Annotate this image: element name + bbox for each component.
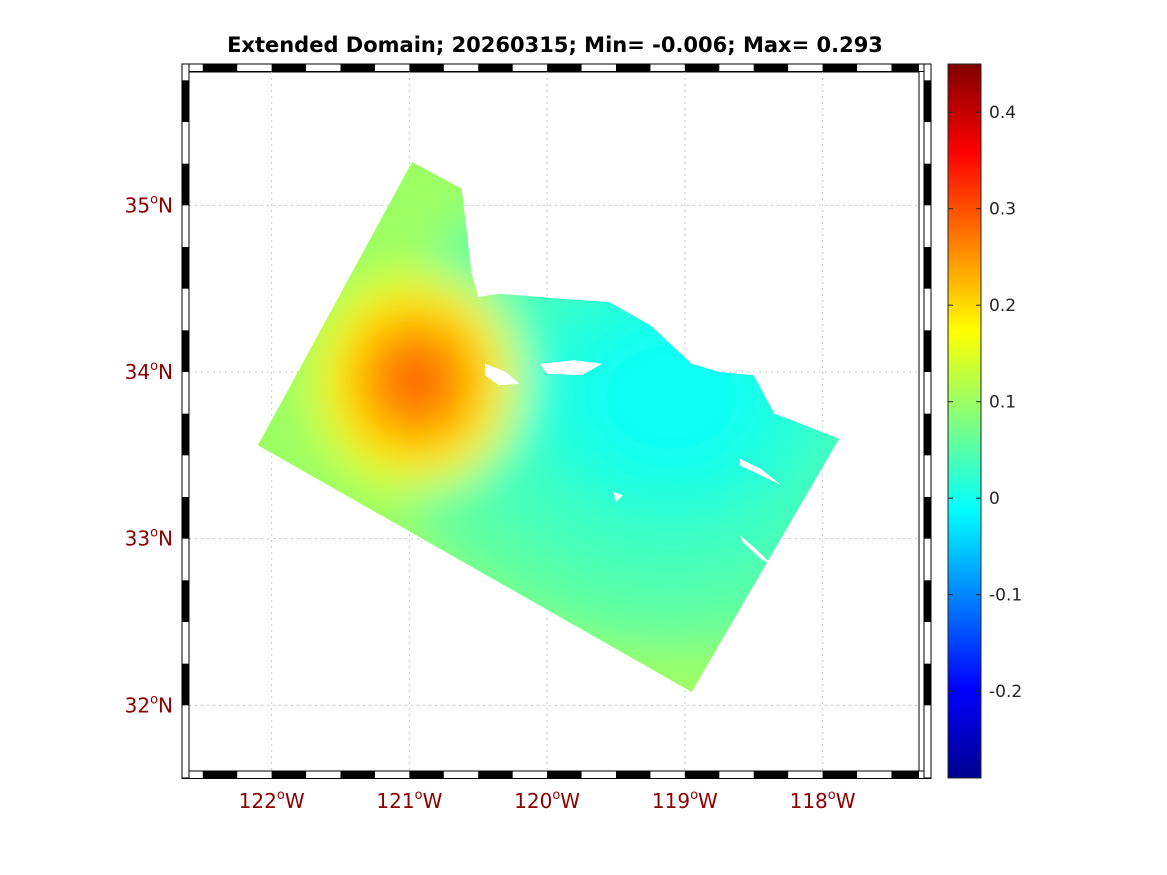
frame-segment xyxy=(202,771,238,779)
islands xyxy=(485,360,782,567)
colorbar-tick-label: 0.2 xyxy=(989,296,1016,316)
frame-segment xyxy=(478,771,513,779)
island-3 xyxy=(739,458,782,486)
frame-segment xyxy=(822,771,858,779)
colorbar-gradient xyxy=(947,63,982,779)
frame-segment xyxy=(822,64,858,72)
x-tick-label: 120oW xyxy=(514,788,580,813)
frame-segment xyxy=(684,771,720,779)
frame-segment xyxy=(478,64,513,72)
frame-segment xyxy=(924,330,931,372)
frame-segment xyxy=(924,580,931,622)
frame-segment xyxy=(753,771,789,779)
y-tick-label: 33oN xyxy=(125,526,173,551)
frame-segment xyxy=(891,771,919,779)
frame-segment xyxy=(547,64,582,72)
colorbar-tick-label: -0.2 xyxy=(989,682,1022,702)
y-tick-labels: 32oN 33oN 34oN 35oN xyxy=(125,192,173,717)
island-2 xyxy=(540,360,603,376)
map-frame-ticks xyxy=(181,63,932,779)
island-5 xyxy=(613,492,623,502)
field-peak-contour xyxy=(395,358,437,403)
frame-segment xyxy=(409,771,444,779)
frame-segment xyxy=(924,247,931,289)
colorbar-tick-label: 0.1 xyxy=(989,393,1016,413)
y-tick-label: 35oN xyxy=(125,192,173,217)
x-tick-label: 118oW xyxy=(790,788,856,813)
frame-segment xyxy=(340,771,375,779)
colorbar-tick-label: 0.4 xyxy=(989,103,1016,123)
frame-segment xyxy=(547,771,582,779)
frame-segment xyxy=(924,663,931,706)
frame-segment xyxy=(340,64,375,72)
x-tick-label: 122oW xyxy=(239,788,305,813)
frame-segment xyxy=(409,64,444,72)
frame-segment xyxy=(271,64,307,72)
frame-segment xyxy=(684,64,720,72)
frame-segment xyxy=(924,497,931,539)
map-axes: 122oW 121oW 120oW 119oW 118oW 32oN 33oN 34oN 35… xyxy=(125,63,932,813)
frame-segment xyxy=(182,663,189,706)
frame-segment xyxy=(182,80,189,122)
frame-segment xyxy=(924,413,931,456)
frame-segment xyxy=(182,330,189,372)
frame-segment xyxy=(891,64,919,72)
colorbar-ticks: 0.4 0.3 0.2 0.1 0 -0.1 -0.2 xyxy=(948,103,1022,702)
x-tick-label: 121oW xyxy=(376,788,442,813)
y-tick-label: 32oN xyxy=(125,692,173,717)
x-tick-label: 119oW xyxy=(652,788,718,813)
frame-segment xyxy=(924,80,931,122)
frame-segment xyxy=(615,771,651,779)
x-tick-labels: 122oW 121oW 120oW 119oW 118oW xyxy=(239,788,856,813)
colorbar: 0.4 0.3 0.2 0.1 0 -0.1 -0.2 xyxy=(947,63,1022,779)
frame-segment xyxy=(182,580,189,622)
frame-segment xyxy=(182,413,189,456)
frame-segment xyxy=(753,64,789,72)
frame-segment xyxy=(182,497,189,539)
frame-segment xyxy=(615,64,651,72)
frame-segment xyxy=(924,163,931,206)
frame-segment xyxy=(182,247,189,289)
colorbar-tick-label: -0.1 xyxy=(989,586,1022,606)
y-tick-label: 34oN xyxy=(125,359,173,384)
frame-segment xyxy=(271,771,307,779)
island-4 xyxy=(739,535,775,567)
frame-segment xyxy=(182,163,189,206)
chart-title: Extended Domain; 20260315; Min= -0.006; … xyxy=(227,33,883,57)
colorbar-tick-label: 0 xyxy=(989,489,1000,509)
island-1 xyxy=(485,363,520,386)
colorbar-tick-label: 0.3 xyxy=(989,200,1016,220)
frame-segment xyxy=(202,64,238,72)
